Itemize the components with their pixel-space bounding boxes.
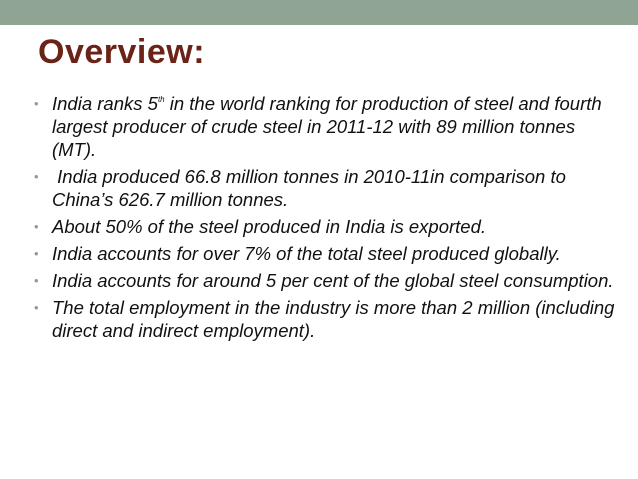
bullet-text-suffix: in the world ranking for production of s…	[52, 93, 602, 160]
bullet-text: India produced 66.8 million tonnes in 20…	[52, 166, 572, 210]
bullet-text: India accounts for around 5 per cent of …	[52, 270, 614, 291]
bullet-text: About 50% of the steel produced in India…	[52, 216, 487, 237]
bullet-text-prefix: India ranks 5	[52, 93, 158, 114]
bullet-marker-icon: •	[34, 169, 39, 184]
top-accent-bar	[0, 0, 638, 25]
bullet-item: • India accounts for around 5 per cent o…	[34, 269, 624, 292]
bullet-marker-icon: •	[34, 300, 39, 315]
slide-title: Overview:	[38, 33, 206, 71]
bullet-marker-icon: •	[34, 246, 39, 261]
bullet-item: • India ranks 5th in the world ranking f…	[34, 92, 624, 161]
bullet-item: • About 50% of the steel produced in Ind…	[34, 215, 624, 238]
bullet-marker-icon: •	[34, 273, 39, 288]
ordinal-superscript: th	[157, 95, 165, 104]
bullet-text: India ranks 5th in the world ranking for…	[52, 93, 602, 160]
bullet-text: The total employment in the industry is …	[52, 297, 615, 341]
bullet-list: • India ranks 5th in the world ranking f…	[34, 92, 624, 346]
bullet-item: • The total employment in the industry i…	[34, 296, 624, 342]
bullet-marker-icon: •	[34, 219, 39, 234]
bullet-marker-icon: •	[34, 96, 39, 111]
bullet-text: India accounts for over 7% of the total …	[52, 243, 561, 264]
bullet-item: • India produced 66.8 million tonnes in …	[34, 165, 624, 211]
bullet-item: • India accounts for over 7% of the tota…	[34, 242, 624, 265]
